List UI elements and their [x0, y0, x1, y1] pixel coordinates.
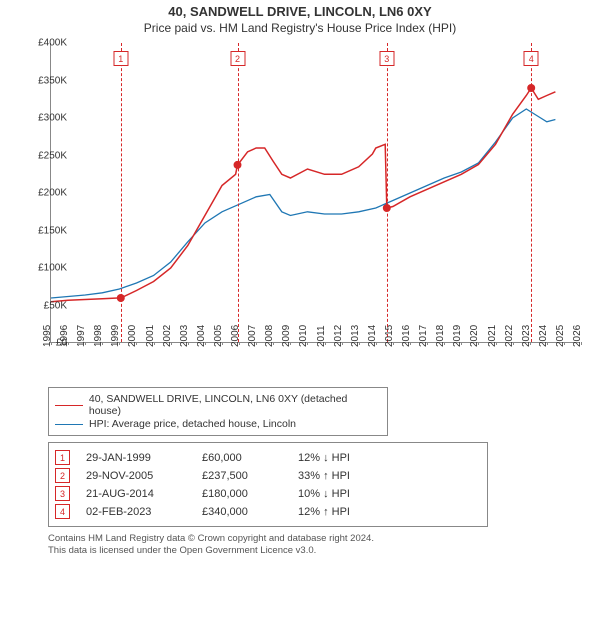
x-axis-label: 2008	[264, 325, 275, 347]
x-axis-label: 2020	[469, 325, 480, 347]
x-axis-label: 2004	[196, 325, 207, 347]
y-axis-label: £200K	[23, 188, 67, 199]
x-axis-label: 2012	[333, 325, 344, 347]
x-axis-label: 2026	[572, 325, 583, 347]
x-axis-label: 2024	[538, 325, 549, 347]
chart-title-address: 40, SANDWELL DRIVE, LINCOLN, LN6 0XY	[0, 4, 600, 19]
event-marker: 1	[113, 51, 128, 66]
transaction-row: 4 02-FEB-2023 £340,000 12% ↑ HPI	[55, 504, 481, 519]
x-axis-label: 1996	[59, 325, 70, 347]
x-axis-label: 1999	[110, 325, 121, 347]
x-axis-label: 1998	[93, 325, 104, 347]
transaction-price: £340,000	[202, 506, 282, 518]
x-axis-label: 2011	[316, 325, 327, 347]
x-axis-label: 1997	[76, 325, 87, 347]
x-axis-label: 2007	[247, 325, 258, 347]
transaction-delta: 10% ↓ HPI	[298, 488, 408, 500]
event-line	[387, 43, 388, 342]
transaction-date: 29-JAN-1999	[86, 452, 186, 464]
x-axis-label: 2010	[298, 325, 309, 347]
event-marker: 2	[230, 51, 245, 66]
footer-line2: This data is licensed under the Open Gov…	[48, 545, 590, 557]
y-axis-label: £50K	[23, 300, 67, 311]
legend-box: 40, SANDWELL DRIVE, LINCOLN, LN6 0XY (de…	[48, 387, 388, 436]
transaction-price: £60,000	[202, 452, 282, 464]
legend-label: HPI: Average price, detached house, Linc…	[89, 418, 296, 430]
event-line	[121, 43, 122, 342]
x-axis-label: 2019	[452, 325, 463, 347]
legend-row: HPI: Average price, detached house, Linc…	[55, 418, 381, 430]
series-property	[51, 88, 555, 302]
transaction-row: 1 29-JAN-1999 £60,000 12% ↓ HPI	[55, 450, 481, 465]
event-marker: 4	[524, 51, 539, 66]
x-axis-label: 2017	[418, 325, 429, 347]
x-axis-label: 2005	[213, 325, 224, 347]
x-axis-label: 2023	[521, 325, 532, 347]
y-axis-label: £250K	[23, 150, 67, 161]
x-axis-label: 2015	[384, 325, 395, 347]
legend-row: 40, SANDWELL DRIVE, LINCOLN, LN6 0XY (de…	[55, 393, 381, 417]
x-axis-label: 2014	[367, 325, 378, 347]
x-axis-label: 2009	[281, 325, 292, 347]
y-axis-label: £150K	[23, 225, 67, 236]
y-axis-label: £350K	[23, 75, 67, 86]
x-axis-label: 2016	[401, 325, 412, 347]
transaction-marker: 1	[55, 450, 70, 465]
footer-attribution: Contains HM Land Registry data © Crown c…	[48, 533, 590, 558]
transaction-delta: 12% ↑ HPI	[298, 506, 408, 518]
y-axis-label: £400K	[23, 38, 67, 49]
chart-title-sub: Price paid vs. HM Land Registry's House …	[0, 21, 600, 35]
x-axis-label: 2001	[145, 325, 156, 347]
chart-area: £0£50K£100K£150K£200K£250K£300K£350K£400…	[30, 43, 590, 383]
x-axis-label: 2022	[504, 325, 515, 347]
transaction-row: 2 29-NOV-2005 £237,500 33% ↑ HPI	[55, 468, 481, 483]
transaction-delta: 33% ↑ HPI	[298, 470, 408, 482]
event-line	[531, 43, 532, 342]
transaction-marker: 2	[55, 468, 70, 483]
event-marker: 3	[379, 51, 394, 66]
legend-swatch	[55, 405, 83, 406]
y-axis-label: £100K	[23, 263, 67, 274]
transaction-price: £237,500	[202, 470, 282, 482]
x-axis-label: 2000	[127, 325, 138, 347]
x-axis-label: 2002	[162, 325, 173, 347]
series-hpi	[51, 109, 555, 298]
x-axis-label: 2018	[435, 325, 446, 347]
footer-line1: Contains HM Land Registry data © Crown c…	[48, 533, 590, 545]
legend-label: 40, SANDWELL DRIVE, LINCOLN, LN6 0XY (de…	[89, 393, 381, 417]
x-axis-label: 2025	[555, 325, 566, 347]
transaction-date: 21-AUG-2014	[86, 488, 186, 500]
x-axis-label: 2006	[230, 325, 241, 347]
event-line	[238, 43, 239, 342]
transaction-delta: 12% ↓ HPI	[298, 452, 408, 464]
plot: £0£50K£100K£150K£200K£250K£300K£350K£400…	[50, 43, 580, 343]
y-axis-label: £300K	[23, 113, 67, 124]
x-axis-label: 2003	[179, 325, 190, 347]
transaction-date: 02-FEB-2023	[86, 506, 186, 518]
legend-swatch	[55, 424, 83, 425]
transaction-marker: 4	[55, 504, 70, 519]
transactions-table: 1 29-JAN-1999 £60,000 12% ↓ HPI 2 29-NOV-2005…	[48, 442, 488, 527]
x-axis-label: 2013	[350, 325, 361, 347]
transaction-price: £180,000	[202, 488, 282, 500]
transaction-row: 3 21-AUG-2014 £180,000 10% ↓ HPI	[55, 486, 481, 501]
x-axis-label: 1995	[42, 325, 53, 347]
transaction-date: 29-NOV-2005	[86, 470, 186, 482]
x-axis-label: 2021	[487, 325, 498, 347]
transaction-marker: 3	[55, 486, 70, 501]
